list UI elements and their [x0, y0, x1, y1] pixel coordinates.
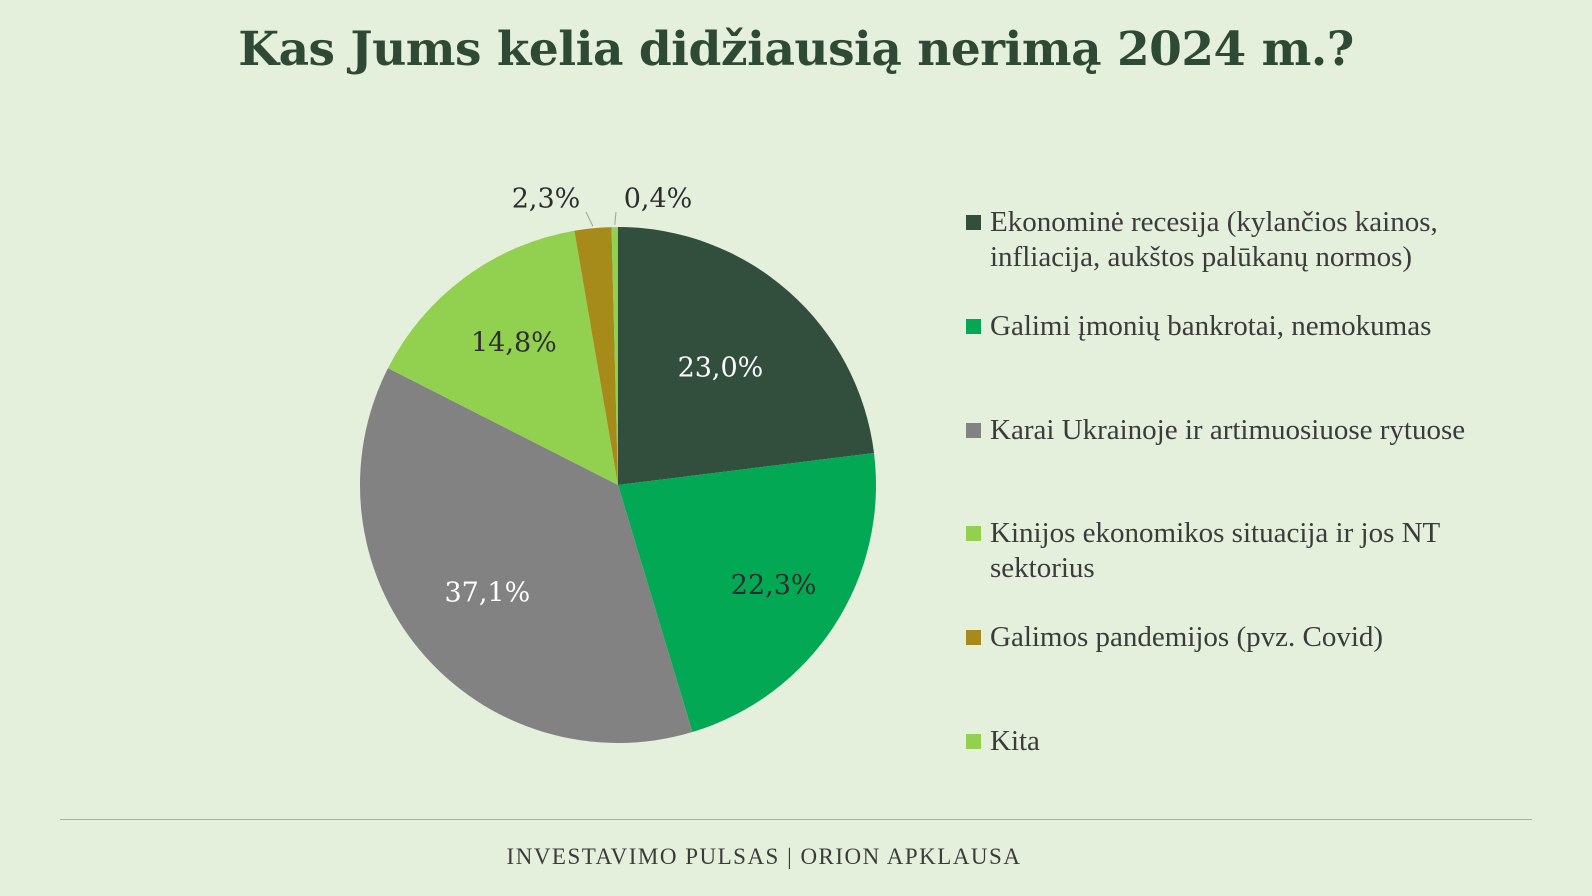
slice-value-label: 37,1%	[444, 578, 530, 609]
legend-label: Galimos pandemijos (pvz. Covid)	[990, 621, 1384, 653]
legend-swatch	[966, 734, 981, 749]
data-labels: 23,0% 22,3% 37,1% 14,8% 2,3% 0,4%	[444, 184, 816, 609]
footer-divider	[60, 819, 1532, 820]
slice-value-label: 0,4%	[624, 184, 693, 215]
pie-slice	[611, 227, 618, 485]
pie-slice	[574, 227, 618, 485]
slice-value-label: 2,3%	[512, 184, 581, 215]
legend-item: Karai Ukrainoje ir artimuosiuose rytuose	[966, 413, 1566, 448]
legend-label: Karai Ukrainoje ir artimuosiuose rytuose	[990, 414, 1466, 446]
slice-value-label: 14,8%	[471, 327, 557, 358]
legend-item: Ekonominė recesija (kylančios kainos, in…	[966, 205, 1566, 275]
footer-text: INVESTAVIMO PULSAS | ORION APKLAUSA	[506, 844, 1022, 869]
leader-line	[614, 211, 617, 226]
legend-swatch	[966, 319, 981, 334]
slice-value-label: 23,0%	[678, 352, 764, 383]
legend-swatch	[966, 526, 981, 541]
legend-item: Galimi įmonių bankrotai, nemokumas	[966, 309, 1566, 344]
legend-label: Ekonominė recesija (kylančios kainos, in…	[990, 206, 1438, 273]
legend-label: Kita	[990, 725, 1040, 757]
pie-slice	[387, 230, 618, 485]
legend-swatch	[966, 215, 981, 230]
pie-slice	[618, 227, 875, 485]
legend-label: Galimi įmonių bankrotai, nemokumas	[990, 310, 1432, 342]
leader-line	[585, 211, 594, 227]
legend-swatch	[966, 630, 981, 645]
pie-chart: 23,0% 22,3% 37,1% 14,8% 2,3% 0,4%	[360, 184, 876, 743]
chart-title: Kas Jums kelia didžiausią nerimą 2024 m.…	[238, 22, 1354, 77]
legend-swatch	[966, 423, 981, 438]
pie-slice	[360, 368, 693, 743]
leader-lines	[585, 211, 617, 227]
legend-item: Kita	[966, 724, 1566, 759]
slice-value-label: 22,3%	[731, 570, 817, 601]
pie-slice	[618, 453, 876, 733]
legend-item: Galimos pandemijos (pvz. Covid)	[966, 620, 1566, 655]
pie-slices	[360, 227, 876, 743]
legend-item: Kinijos ekonomikos situacija ir jos NT s…	[966, 516, 1566, 586]
legend-label: Kinijos ekonomikos situacija ir jos NT s…	[990, 517, 1440, 584]
